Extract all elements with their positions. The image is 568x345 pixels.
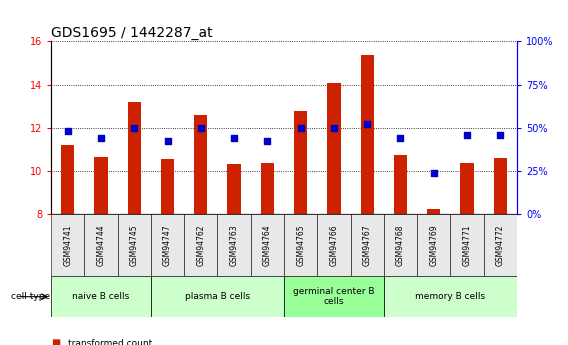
Bar — [361, 56, 374, 214]
Point — [63, 128, 72, 134]
Bar — [94, 157, 108, 214]
Bar — [294, 111, 307, 214]
Bar — [350, 214, 384, 276]
Bar — [51, 276, 151, 317]
Bar — [494, 158, 507, 214]
Bar — [184, 214, 218, 276]
Point — [462, 132, 471, 137]
Bar — [427, 208, 440, 214]
Bar — [85, 214, 118, 276]
Text: GSM94741: GSM94741 — [63, 224, 72, 266]
Text: GSM94768: GSM94768 — [396, 224, 405, 266]
Text: GDS1695 / 1442287_at: GDS1695 / 1442287_at — [51, 26, 213, 40]
Bar — [284, 276, 384, 317]
Point — [396, 135, 405, 141]
Bar — [261, 163, 274, 214]
Bar — [151, 276, 284, 317]
Bar — [384, 214, 417, 276]
Text: germinal center B
cells: germinal center B cells — [293, 287, 375, 306]
Text: GSM94769: GSM94769 — [429, 224, 438, 266]
Point — [163, 139, 172, 144]
Bar — [284, 214, 318, 276]
Point — [496, 132, 505, 137]
Text: transformed count: transformed count — [68, 339, 152, 345]
Bar — [460, 163, 474, 214]
Point — [329, 125, 339, 130]
Text: GSM94772: GSM94772 — [496, 224, 505, 266]
Bar — [227, 164, 241, 214]
Bar — [250, 214, 284, 276]
Bar — [327, 83, 341, 214]
Text: GSM94763: GSM94763 — [229, 224, 239, 266]
Text: cell type: cell type — [11, 292, 51, 301]
Bar — [194, 115, 207, 214]
Bar — [218, 214, 250, 276]
Text: GSM94767: GSM94767 — [363, 224, 371, 266]
Point — [229, 135, 239, 141]
Bar — [318, 214, 350, 276]
Point — [97, 135, 106, 141]
Bar — [61, 145, 74, 214]
Point — [296, 125, 305, 130]
Bar — [417, 214, 450, 276]
Bar — [51, 214, 85, 276]
Bar — [483, 214, 517, 276]
Point — [197, 125, 206, 130]
Point — [362, 121, 371, 127]
Text: plasma B cells: plasma B cells — [185, 292, 250, 301]
Text: GSM94745: GSM94745 — [130, 224, 139, 266]
Point — [263, 139, 272, 144]
Text: naive B cells: naive B cells — [72, 292, 130, 301]
Bar — [128, 102, 141, 214]
Text: GSM94762: GSM94762 — [197, 224, 205, 266]
Text: GSM94771: GSM94771 — [462, 224, 471, 266]
Text: GSM94744: GSM94744 — [97, 224, 106, 266]
Text: GSM94747: GSM94747 — [163, 224, 172, 266]
Text: GSM94766: GSM94766 — [329, 224, 339, 266]
Bar — [151, 214, 184, 276]
Bar — [450, 214, 483, 276]
Point — [130, 125, 139, 130]
Bar — [394, 155, 407, 214]
Point — [429, 170, 438, 175]
Bar — [161, 159, 174, 214]
Text: GSM94764: GSM94764 — [263, 224, 272, 266]
Bar — [384, 276, 517, 317]
Bar — [118, 214, 151, 276]
Text: ■: ■ — [51, 338, 60, 345]
Text: memory B cells: memory B cells — [415, 292, 486, 301]
Text: GSM94765: GSM94765 — [296, 224, 305, 266]
